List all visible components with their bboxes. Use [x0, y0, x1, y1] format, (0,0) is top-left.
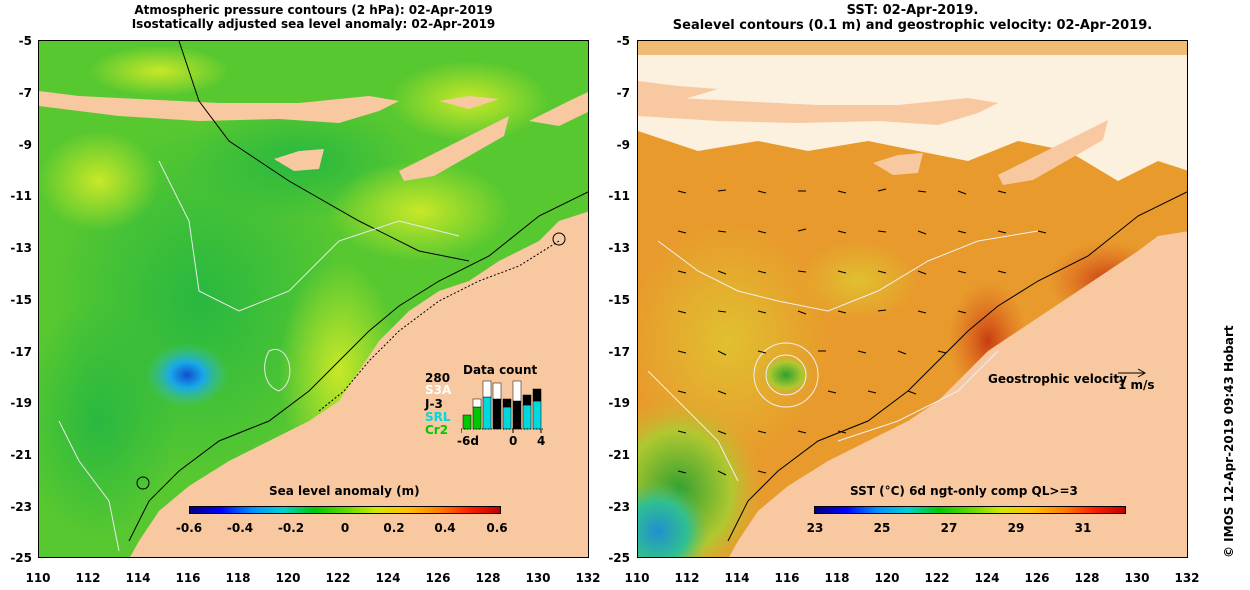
left-ytick: -17 [10, 345, 32, 359]
legend-cr2: Cr2 [425, 423, 449, 437]
left-xtick: 120 [275, 571, 301, 585]
right-xtick: 120 [874, 571, 900, 585]
left-xtick: 110 [25, 571, 51, 585]
right-ytick: -5 [616, 34, 630, 48]
sla-tick-2: -0.4 [226, 521, 254, 535]
left-xtick: 114 [125, 571, 151, 585]
right-xtick: 122 [924, 571, 950, 585]
sla-tick-5: 0.2 [383, 521, 405, 535]
sla-tick-3: -0.2 [277, 521, 305, 535]
left-ytick: -5 [18, 34, 32, 48]
right-xtick: 118 [824, 571, 850, 585]
sla-map-graphic [39, 41, 588, 557]
data-count-xtick-zero: 0 [509, 434, 518, 448]
data-count-xtick-end: 4 [537, 434, 546, 448]
left-xtick: 116 [175, 571, 201, 585]
sst-tick-1: 23 [806, 521, 824, 535]
sst-colorbar [814, 506, 1126, 514]
right-ytick: -9 [616, 138, 630, 152]
sla-tick-4: 0 [340, 521, 350, 535]
left-xtick: 126 [425, 571, 451, 585]
left-xtick: 124 [375, 571, 401, 585]
legend-j3: J-3 [425, 397, 443, 411]
right-title-line1: SST: 02-Apr-2019. [846, 3, 979, 18]
left-xtick: 118 [225, 571, 251, 585]
sst-tick-2: 25 [873, 521, 891, 535]
sst-map: Geostrophic velocity 1 m/s SST (°C) 6d n… [637, 40, 1188, 558]
right-ytick: -7 [616, 86, 630, 100]
sla-tick-1: -0.6 [175, 521, 203, 535]
right-ytick: -11 [608, 189, 630, 203]
right-title: SST: 02-Apr-2019. Sealevel contours (0.1… [637, 3, 1188, 33]
left-xtick: 130 [525, 571, 551, 585]
sst-map-graphic [638, 41, 1187, 557]
left-ytick: -15 [10, 293, 32, 307]
sst-tick-5: 31 [1074, 521, 1092, 535]
sst-colorbar-title: SST (°C) 6d ngt-only comp QL>=3 [850, 484, 1078, 498]
left-ytick: -23 [10, 500, 32, 514]
right-xtick: 110 [624, 571, 650, 585]
sla-colorbar-title: Sea level anomaly (m) [269, 484, 420, 498]
right-ytick: -17 [608, 345, 630, 359]
left-ytick: -19 [10, 396, 32, 410]
sla-tick-7: 0.6 [486, 521, 508, 535]
right-xtick: 124 [974, 571, 1000, 585]
legend-s3a: S3A [425, 383, 452, 397]
data-count-max-label: 280 [425, 371, 451, 385]
sst-tick-3: 27 [940, 521, 958, 535]
velocity-label: Geostrophic velocity [988, 372, 1127, 386]
left-title: Atmospheric pressure contours (2 hPa): 0… [38, 3, 589, 31]
imos-credit: © IMOS 12-Apr-2019 09:43 Hobart [1222, 325, 1236, 558]
left-ytick: -11 [10, 189, 32, 203]
velocity-scale-label: 1 m/s [1118, 378, 1155, 392]
right-ytick: -15 [608, 293, 630, 307]
right-xtick: 114 [724, 571, 750, 585]
data-count-bars [461, 380, 543, 433]
right-xtick: 128 [1074, 571, 1100, 585]
left-ytick: -25 [10, 551, 32, 565]
left-xtick: 132 [575, 571, 601, 585]
right-ytick: -23 [608, 500, 630, 514]
sla-tick-6: 0.4 [434, 521, 456, 535]
left-title-line2: Isostatically adjusted sea level anomaly… [131, 17, 496, 31]
left-xtick: 128 [475, 571, 501, 585]
sea-level-anomaly-map: Data count 280 S3A J-3 SRL Cr2 [38, 40, 589, 558]
left-title-line1: Atmospheric pressure contours (2 hPa): 0… [134, 3, 493, 17]
right-xtick: 112 [674, 571, 700, 585]
right-xtick: 130 [1124, 571, 1150, 585]
legend-srl: SRL [425, 410, 451, 424]
right-ytick: -25 [608, 551, 630, 565]
sst-tick-4: 29 [1007, 521, 1025, 535]
left-ytick: -7 [18, 86, 32, 100]
right-xtick: 132 [1174, 571, 1200, 585]
right-title-line2: Sealevel contours (0.1 m) and geostrophi… [672, 18, 1153, 33]
left-xtick: 122 [325, 571, 351, 585]
data-count-xtick-start: -6d [457, 434, 479, 448]
data-count-inset: Data count 280 S3A J-3 SRL Cr2 [423, 363, 545, 448]
right-ytick: -21 [608, 448, 630, 462]
data-count-title: Data count [463, 363, 538, 377]
sla-colorbar [189, 506, 501, 514]
right-xtick: 126 [1024, 571, 1050, 585]
left-ytick: -21 [10, 448, 32, 462]
velocity-scale-arrow-icon [1118, 368, 1147, 378]
left-xtick: 112 [75, 571, 101, 585]
left-ytick: -9 [18, 138, 32, 152]
left-ytick: -13 [10, 241, 32, 255]
right-ytick: -19 [608, 396, 630, 410]
right-xtick: 116 [774, 571, 800, 585]
right-ytick: -13 [608, 241, 630, 255]
